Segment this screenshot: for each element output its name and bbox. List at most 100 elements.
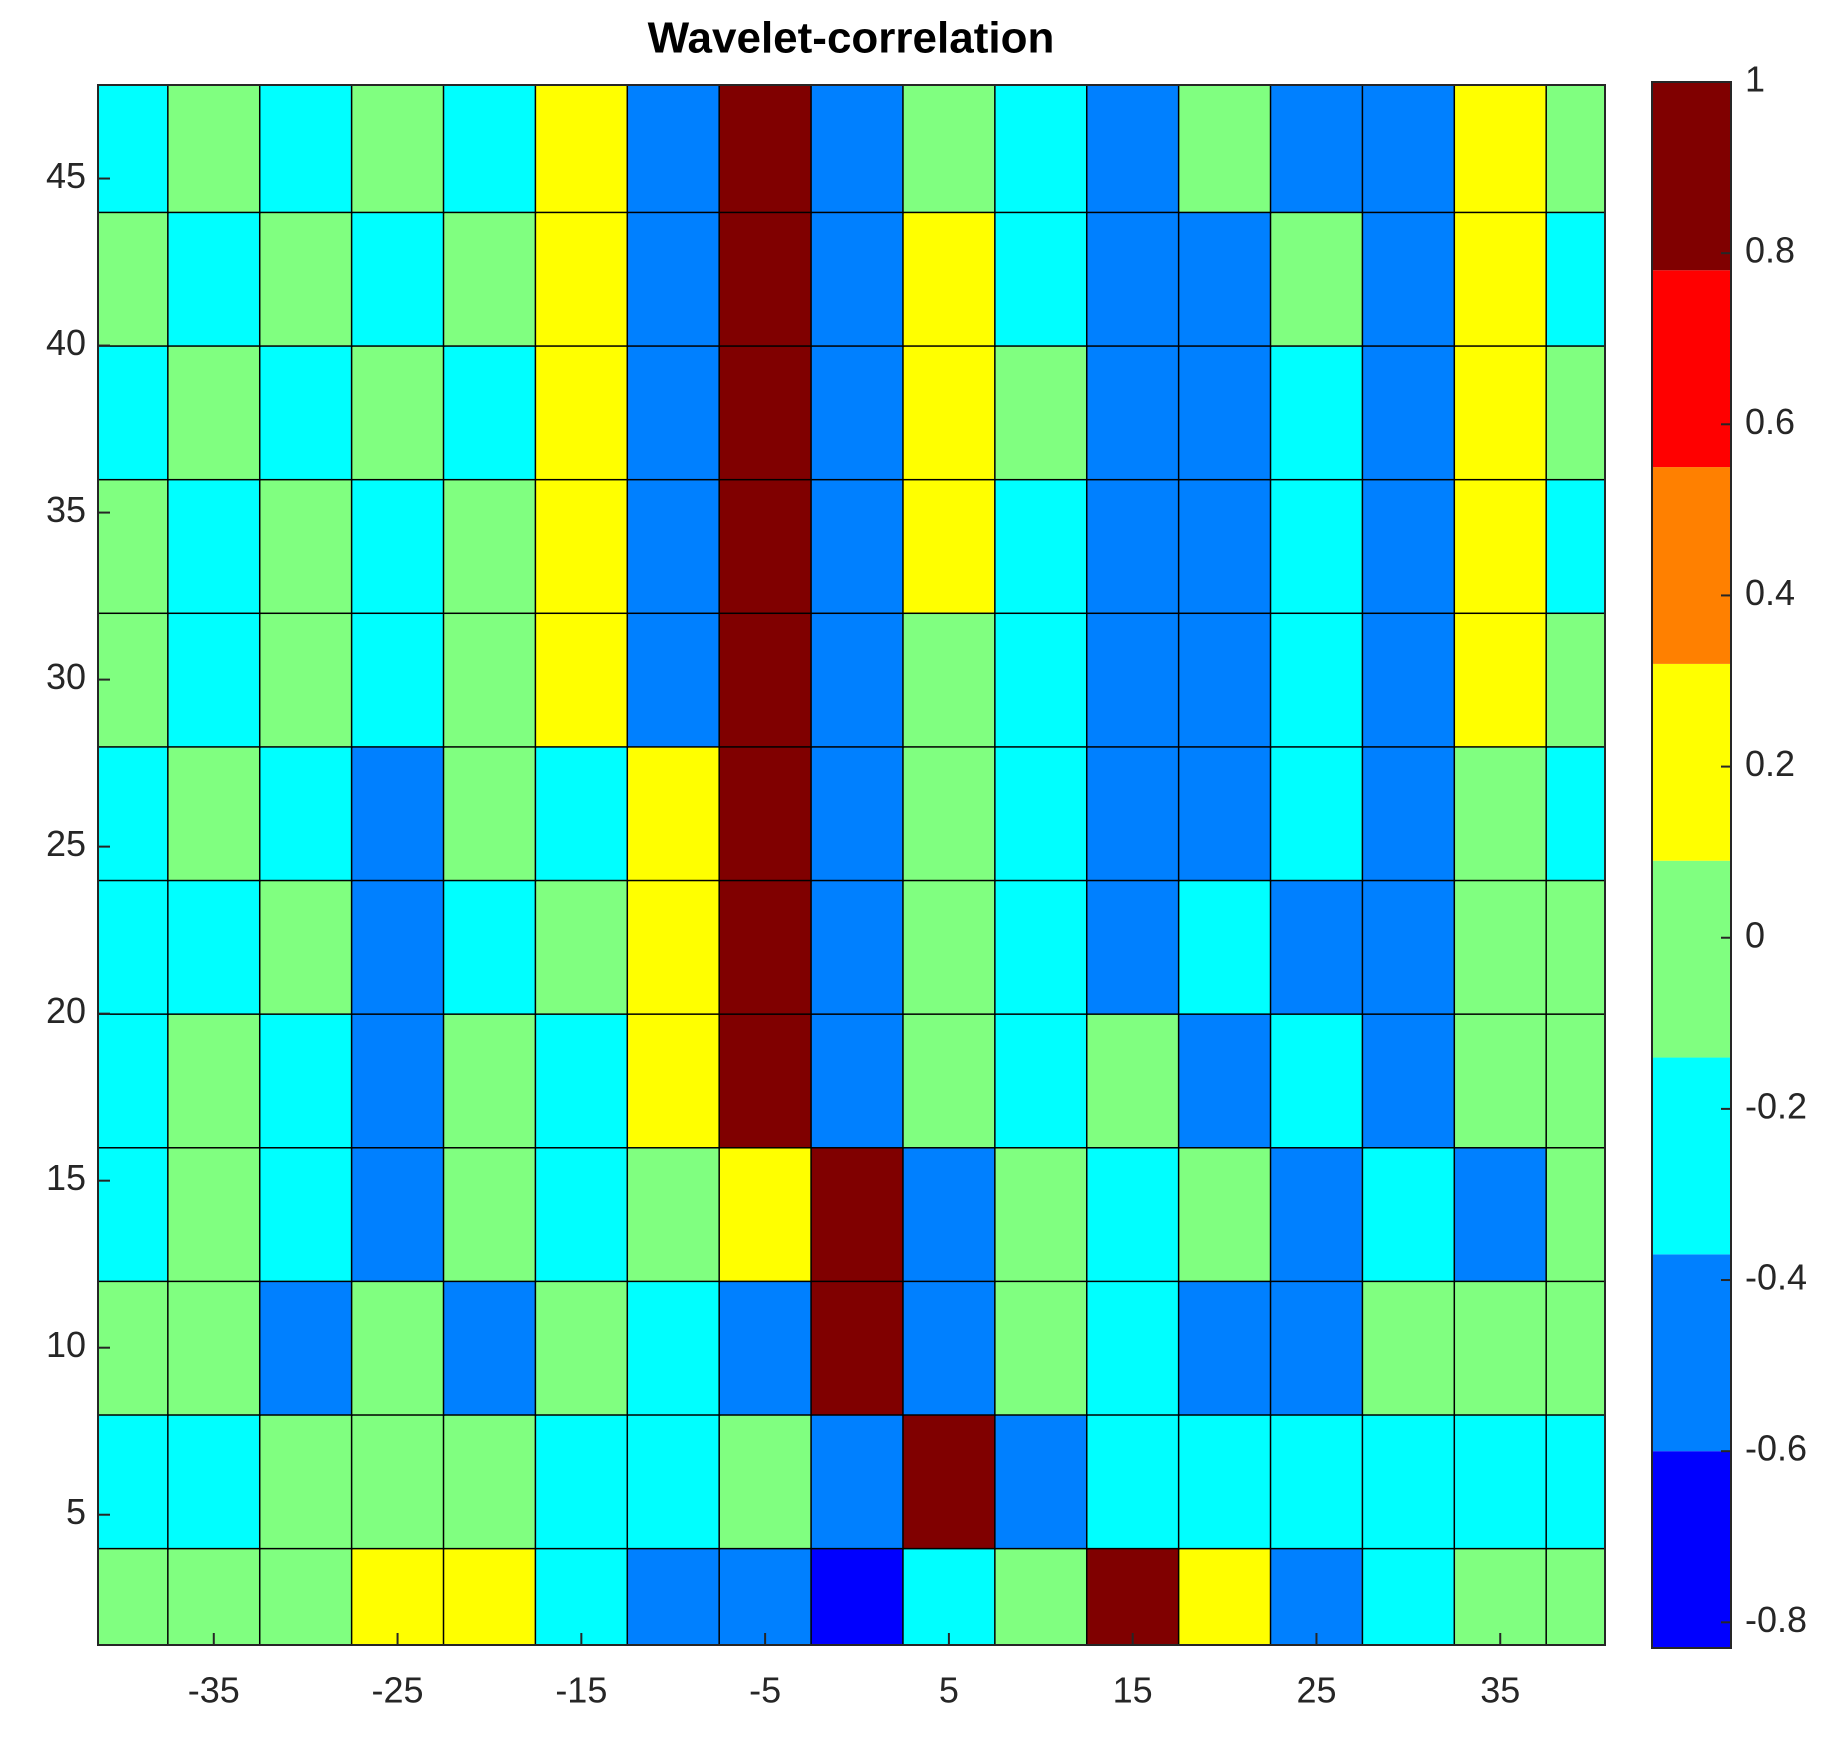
- colorbar-tick-label: -0.6: [1745, 1428, 1807, 1469]
- contour-cell: [98, 612, 170, 748]
- contour-cell: [350, 211, 445, 347]
- contour-cell: [1269, 1280, 1364, 1416]
- contour-cell: [1177, 879, 1272, 1015]
- contour-cell: [98, 1547, 170, 1645]
- contour-cell: [810, 745, 905, 882]
- contour-cell: [167, 1280, 261, 1416]
- contour-field: [98, 85, 1605, 1645]
- contour-cell: [442, 1012, 537, 1149]
- contour-cell: [258, 344, 353, 481]
- contour-cell: [994, 745, 1088, 882]
- contour-cell: [534, 478, 629, 615]
- contour-cell: [1177, 1413, 1272, 1550]
- contour-cell: [902, 211, 997, 347]
- contour-cell: [534, 1413, 629, 1550]
- contour-cell: [1269, 85, 1364, 214]
- contour-cell: [350, 85, 445, 214]
- contour-cell: [1545, 211, 1605, 347]
- contour-cell: [167, 612, 261, 748]
- plot-border: [97, 84, 1606, 1646]
- contour-cell: [1545, 879, 1605, 1015]
- x-tick-label: 25: [1296, 1670, 1336, 1711]
- colorbar-tick-label: 0.6: [1745, 401, 1795, 442]
- contour-cell: [1085, 879, 1180, 1015]
- contour-cell: [167, 478, 261, 615]
- contour-cell: [258, 1413, 353, 1550]
- contour-cell: [98, 344, 170, 481]
- contour-cell: [98, 1413, 170, 1550]
- contour-cell: [534, 85, 629, 214]
- contour-cell: [994, 1280, 1088, 1416]
- x-tick-label: -5: [749, 1670, 781, 1711]
- colorbar-band: [1652, 1451, 1731, 1648]
- contour-cell: [350, 1413, 445, 1550]
- contour-cell: [442, 211, 537, 347]
- contour-cell: [902, 879, 997, 1015]
- contour-cell: [810, 1012, 905, 1149]
- contour-cell: [994, 1547, 1088, 1645]
- contour-cell: [718, 745, 813, 882]
- contour-cell: [442, 478, 537, 615]
- contour-cell: [626, 211, 721, 347]
- contour-cell: [350, 745, 445, 882]
- contour-cell: [1361, 745, 1456, 882]
- contour-cell: [442, 1146, 537, 1283]
- x-tick-label: 35: [1480, 1670, 1520, 1711]
- contour-cell: [1177, 1547, 1272, 1645]
- colorbar-tick-label: 0: [1745, 914, 1765, 955]
- contour-cell: [167, 879, 261, 1015]
- contour-cell: [1361, 211, 1456, 347]
- contour-cell: [1453, 1413, 1548, 1550]
- contour-cell: [167, 1146, 261, 1283]
- contour-cell: [1545, 344, 1605, 481]
- y-tick-label: 5: [66, 1491, 86, 1532]
- contour-cell: [98, 85, 170, 214]
- contour-cell: [1177, 745, 1272, 882]
- contour-cell: [258, 879, 353, 1015]
- contour-cell: [258, 1012, 353, 1149]
- contour-cell: [258, 1547, 353, 1645]
- colorbar-tick-label: 1: [1745, 59, 1765, 100]
- contour-cell: [534, 211, 629, 347]
- contour-cell: [902, 745, 997, 882]
- contour-cell: [442, 745, 537, 882]
- contour-cell: [994, 211, 1088, 347]
- contour-cell: [258, 478, 353, 615]
- contour-cell: [167, 344, 261, 481]
- colorbar-tick-label: -0.4: [1745, 1257, 1807, 1298]
- x-tick-label: -15: [555, 1670, 607, 1711]
- contour-cell: [810, 612, 905, 748]
- contour-cell: [1545, 1280, 1605, 1416]
- contour-cell: [902, 344, 997, 481]
- contour-cell: [1453, 879, 1548, 1015]
- colorbar-border: [1651, 81, 1732, 1649]
- contour-cell: [1269, 1413, 1364, 1550]
- contour-cell: [1453, 344, 1548, 481]
- contour-cell: [350, 879, 445, 1015]
- contour-cell: [534, 1146, 629, 1283]
- colorbar-band: [1652, 663, 1731, 861]
- contour-cell: [167, 745, 261, 882]
- contour-cell: [718, 1146, 813, 1283]
- y-tick-label: 20: [46, 990, 86, 1031]
- contour-cell: [442, 1413, 537, 1550]
- contour-cell: [1085, 1413, 1180, 1550]
- contour-cell: [1453, 85, 1548, 214]
- colorbar-tick-label: 0.8: [1745, 230, 1795, 271]
- contour-cell: [350, 612, 445, 748]
- contour-cell: [1269, 612, 1364, 748]
- colorbar-band: [1652, 1057, 1731, 1255]
- contour-cell: [902, 1413, 997, 1550]
- colorbar-band: [1652, 1254, 1731, 1452]
- contour-cell: [1177, 1280, 1272, 1416]
- contour-cell: [1545, 478, 1605, 615]
- contour-cell: [1361, 1280, 1456, 1416]
- contour-cell: [626, 1413, 721, 1550]
- contour-cell: [1453, 1012, 1548, 1149]
- contour-cell: [350, 1547, 445, 1645]
- contour-cell: [626, 1146, 721, 1283]
- contour-cell: [350, 344, 445, 481]
- contour-cell: [626, 1547, 721, 1645]
- contour-cell: [167, 85, 261, 214]
